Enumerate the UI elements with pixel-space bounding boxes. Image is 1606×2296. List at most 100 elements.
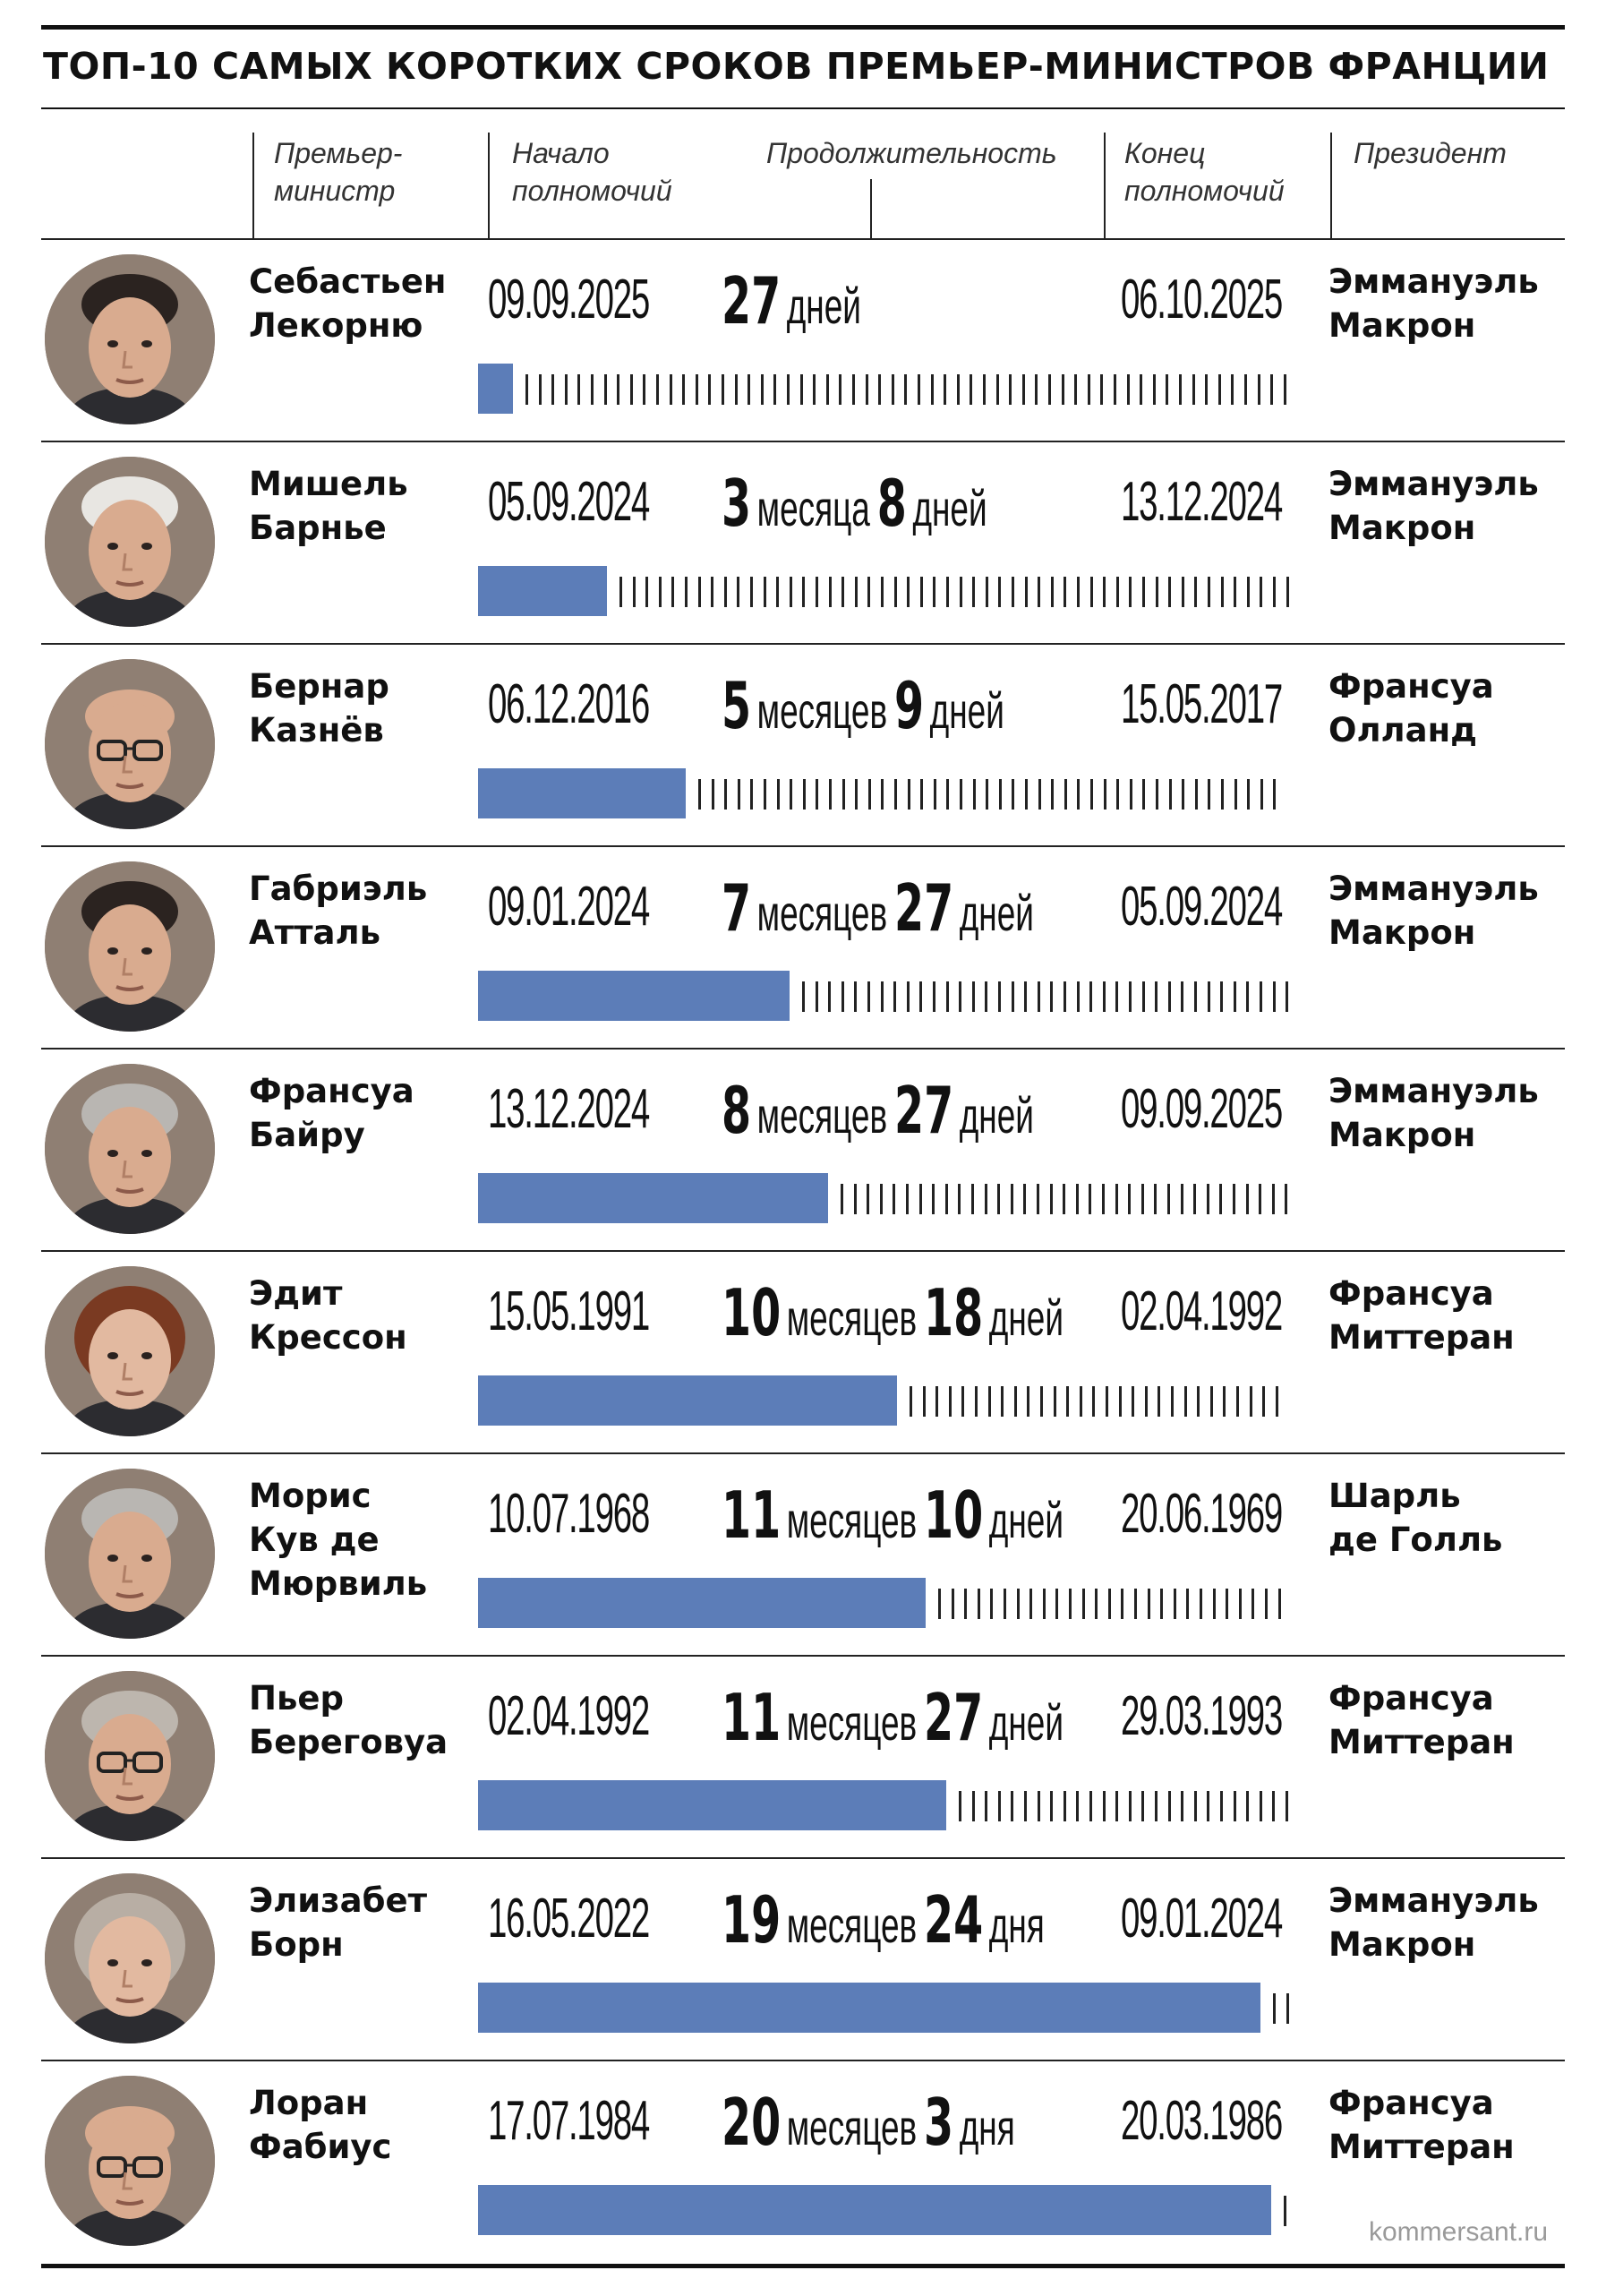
- track-tick: [633, 577, 636, 607]
- track-tick: [985, 981, 987, 1012]
- president-name-line: Макрон: [1328, 1116, 1476, 1154]
- track-tick: [1260, 779, 1263, 810]
- track-tick: [1024, 1791, 1027, 1821]
- track-tick: [1043, 1589, 1046, 1619]
- track-tick: [1038, 577, 1040, 607]
- track-tick: [1247, 779, 1250, 810]
- track-tick: [910, 1386, 912, 1417]
- track-tick: [790, 577, 792, 607]
- track-tick: [1273, 1993, 1276, 2024]
- track-tick: [1213, 1589, 1216, 1619]
- track-tick: [750, 577, 753, 607]
- track-tick: [1284, 2196, 1286, 2226]
- track-tick: [1082, 1589, 1085, 1619]
- track-tick: [934, 779, 936, 810]
- duration-bar: [478, 364, 513, 414]
- track-tick: [1234, 981, 1236, 1012]
- pm-name-line: Мюрвиль: [249, 1564, 428, 1603]
- track-tick: [696, 374, 698, 405]
- end-date: 09.01.2024: [1121, 1888, 1283, 1949]
- start-date: 10.07.1968: [488, 1483, 650, 1545]
- track-tick: [1286, 981, 1288, 1012]
- pm-name-line: Борн: [249, 1925, 344, 1964]
- track-tick: [908, 779, 910, 810]
- president-name-line: Шарль: [1328, 1477, 1461, 1515]
- track-tick: [1270, 374, 1273, 405]
- track-tick: [776, 577, 779, 607]
- track-tick: [1140, 374, 1142, 405]
- track-tick: [946, 577, 949, 607]
- track-tick: [682, 374, 685, 405]
- track-tick: [1051, 577, 1054, 607]
- duration-track: [478, 2185, 1289, 2235]
- track-tick: [1119, 1386, 1122, 1417]
- avatar: [45, 1671, 215, 1841]
- track-tick: [1108, 1589, 1111, 1619]
- track-tick: [1063, 1184, 1065, 1214]
- track-tick: [685, 577, 688, 607]
- track-tick: [1129, 981, 1132, 1012]
- header-duration-label: Продолжительность: [766, 137, 1057, 169]
- track-tick: [972, 981, 975, 1012]
- duration-number: 10: [722, 1275, 782, 1350]
- track-tick: [1276, 1386, 1278, 1417]
- track-tick: [1169, 779, 1172, 810]
- track-tick: [800, 374, 803, 405]
- pm-name-line: Пьер: [249, 1679, 344, 1718]
- track-tick: [842, 779, 845, 810]
- track-tick: [1064, 981, 1066, 1012]
- track-tick: [1103, 981, 1106, 1012]
- president-name: Франсуа Миттеран: [1328, 1676, 1570, 1764]
- track-tick: [1194, 981, 1197, 1012]
- track-tick: [1273, 981, 1276, 1012]
- president-name: Эммануэль Макрон: [1328, 462, 1570, 550]
- track-tick: [1141, 1184, 1144, 1214]
- track-tick: [933, 981, 935, 1012]
- track-tick: [960, 779, 962, 810]
- track-tick: [1115, 981, 1118, 1012]
- track-tick: [1142, 779, 1145, 810]
- pm-name: Бернар Казнёв: [249, 664, 455, 752]
- avatar: [45, 861, 215, 1032]
- track-tick: [1181, 1184, 1183, 1214]
- track-tick: [988, 1386, 991, 1417]
- track-tick: [525, 374, 528, 405]
- track-tick: [1285, 1184, 1287, 1214]
- end-date: 02.04.1992: [1121, 1281, 1283, 1342]
- pm-name-line: Барнье: [249, 509, 387, 547]
- track-tick: [1103, 1791, 1106, 1821]
- track-tick: [777, 779, 780, 810]
- track-tick: [1090, 577, 1093, 607]
- row-separator: [41, 1857, 1565, 1859]
- duration-unit: дней: [929, 682, 1004, 739]
- track-tick: [1129, 1791, 1132, 1821]
- track-tick: [945, 1184, 948, 1214]
- duration-bar: [478, 971, 790, 1021]
- track-tick: [961, 1386, 964, 1417]
- track-tick: [1207, 1184, 1209, 1214]
- duration-number: 27: [924, 1680, 984, 1755]
- track-tick: [893, 981, 896, 1012]
- end-date: 20.03.1986: [1121, 2090, 1283, 2152]
- pm-name-line: Казнёв: [249, 711, 384, 750]
- track-tick: [1090, 779, 1093, 810]
- track-tick: [892, 374, 894, 405]
- track-tick: [1272, 1791, 1275, 1821]
- track-tick: [1233, 1184, 1235, 1214]
- row-separator: [41, 1250, 1565, 1252]
- duration-label: 19 месяцев 24 дня: [722, 1884, 1169, 1956]
- track-tick: [1155, 1791, 1158, 1821]
- duration-unit: дней: [959, 885, 1034, 941]
- avatar: [45, 457, 215, 627]
- president-name-line: Эммануэль: [1328, 262, 1539, 301]
- track-tick: [958, 1184, 961, 1214]
- track-tick: [920, 577, 923, 607]
- track-tick: [1193, 1184, 1196, 1214]
- track-tick: [841, 1184, 843, 1214]
- track-tick: [1195, 779, 1198, 810]
- track-tick: [1273, 779, 1276, 810]
- pm-name: Лоран Фабиус: [249, 2081, 455, 2169]
- start-date: 16.05.2022: [488, 1888, 650, 1949]
- duration-number: 27: [893, 870, 954, 946]
- track-tick: [829, 577, 832, 607]
